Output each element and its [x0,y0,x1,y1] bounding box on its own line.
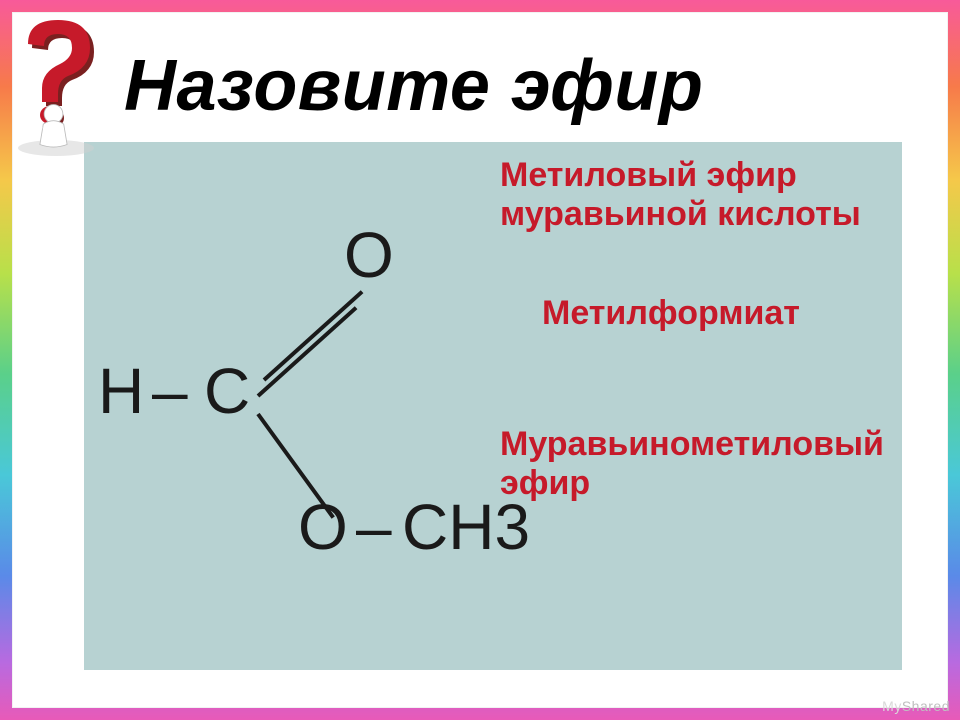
title-bar: Назовите эфир [84,30,902,142]
answer-2-text: Метилформиат [542,294,800,332]
bond-dash-2: – [356,490,392,564]
atom-h: H [98,354,144,428]
answer-3-line-2: эфир [500,464,590,502]
watermark: MyShared [882,698,950,714]
answer-1: Метиловый эфир муравьиной кислоты [500,156,870,234]
single-bond [256,413,334,519]
question-mark-icon [12,18,122,158]
atom-c: C [204,354,250,428]
slide-inner: H – C O O – CH3 Метиловый эфир муравьино… [12,12,948,708]
watermark-prefix: My [882,698,902,714]
answers-block: Метиловый эфир муравьиной кислоты Метилф… [500,156,870,563]
slide-title: Назовите эфир [84,30,902,142]
answer-1-line-2: муравьиной кислоты [500,195,861,233]
answer-2: Метилформиат [500,294,870,333]
content-panel: H – C O O – CH3 Метиловый эфир муравьино… [84,130,902,670]
bond-dash-1: – [152,354,188,428]
double-bond-1 [263,290,364,381]
chemical-formula: H – C O O – CH3 [98,194,568,574]
atom-o-top: O [344,218,394,292]
watermark-suffix: Shared [902,698,950,714]
slide-frame: H – C O O – CH3 Метиловый эфир муравьино… [0,0,960,720]
double-bond-2 [257,306,358,397]
answer-3-line-1: Муравьинометиловый [500,425,884,463]
answer-3: Муравьинометиловый эфир [500,425,870,503]
answer-1-line-1: Метиловый эфир [500,156,797,194]
